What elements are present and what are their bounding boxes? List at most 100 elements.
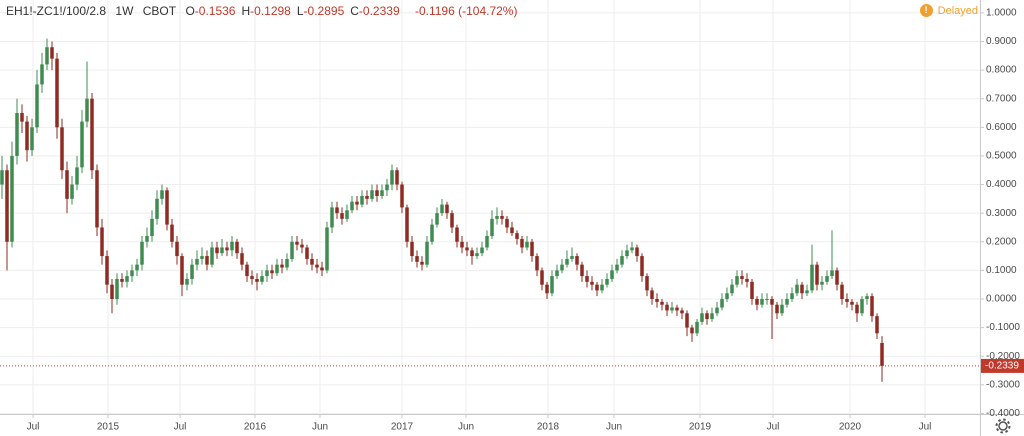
candle-body xyxy=(40,64,44,85)
candle-body xyxy=(330,207,334,228)
candle-body xyxy=(445,204,449,214)
candle-body xyxy=(665,304,669,311)
candle-body xyxy=(770,298,774,305)
candle-body xyxy=(450,213,454,228)
candle-body xyxy=(510,227,514,234)
candle-body xyxy=(175,241,179,257)
candle-body xyxy=(500,216,504,219)
y-tick-label: -0.3000 xyxy=(986,379,1020,390)
y-tick-label: -0.4000 xyxy=(986,408,1020,419)
candle-body xyxy=(760,298,764,305)
candle-body xyxy=(625,250,629,257)
candle-body xyxy=(815,264,819,285)
candle-body xyxy=(480,247,484,254)
candle-body xyxy=(470,250,474,257)
candle-body xyxy=(65,170,69,199)
y-tick-label: 0.1000 xyxy=(986,265,1017,276)
candle-body xyxy=(420,261,424,265)
y-tick-label: 0.7000 xyxy=(986,93,1017,104)
candle-body xyxy=(875,316,879,334)
x-tick-label: 2017 xyxy=(391,422,414,433)
candle-body xyxy=(130,270,134,277)
x-tick-label: Jul xyxy=(27,422,40,433)
candle-body xyxy=(620,256,624,265)
candle-body xyxy=(710,313,714,320)
candle-body xyxy=(370,190,374,199)
delayed-badge[interactable]: ! Delayed xyxy=(919,4,978,17)
candle-body xyxy=(160,190,164,199)
candle-body xyxy=(260,276,264,282)
candle-body xyxy=(505,218,509,228)
candle-body xyxy=(400,184,404,208)
candle-body xyxy=(605,278,609,285)
candle-body xyxy=(700,313,704,322)
candle-body xyxy=(555,270,559,277)
candle-body xyxy=(680,310,684,314)
candle-body xyxy=(380,190,384,196)
candle-body xyxy=(790,293,794,299)
y-tick-label: 0.4000 xyxy=(986,179,1017,190)
candle-body xyxy=(780,304,784,314)
candle-body xyxy=(535,256,539,271)
candle-body xyxy=(15,113,19,156)
candle-body xyxy=(835,270,839,285)
exchange: CBOT xyxy=(142,4,177,18)
candle-body xyxy=(830,270,834,277)
candle-body xyxy=(410,241,414,257)
candle-body xyxy=(155,198,159,219)
x-tick-label: Jun xyxy=(606,422,622,433)
candle-body xyxy=(385,184,389,191)
candle-body xyxy=(565,258,569,265)
candle-body xyxy=(165,190,169,225)
candle-body xyxy=(850,301,854,305)
candle-body xyxy=(150,218,154,237)
candle-body xyxy=(865,296,869,299)
candle-body xyxy=(60,127,64,171)
ohlc-key: H xyxy=(241,4,251,18)
candle-body xyxy=(235,241,239,254)
legend-header: EH1!-ZC1!/100/2.8 1W CBOT O-0.1536 H-0.12… xyxy=(6,4,523,18)
candle-body xyxy=(80,121,84,168)
candle-body xyxy=(365,195,369,199)
candle-body xyxy=(120,278,124,282)
candle-body xyxy=(210,247,214,265)
candle-body xyxy=(360,195,364,205)
candle-body xyxy=(50,47,54,59)
candle-body xyxy=(295,241,299,245)
candle-body xyxy=(745,278,749,282)
settings-icon[interactable] xyxy=(995,418,1011,434)
candle-body xyxy=(205,256,209,265)
candle-body xyxy=(685,313,689,328)
candle-body xyxy=(225,247,229,251)
candle-body xyxy=(705,313,709,320)
candle-body xyxy=(595,284,599,291)
candle-body xyxy=(765,298,769,300)
candle-body xyxy=(100,227,104,257)
candle-body xyxy=(215,247,219,254)
candle-body xyxy=(880,342,884,366)
candle-body xyxy=(375,190,379,196)
candle-body xyxy=(195,258,199,265)
candle-body xyxy=(220,247,224,254)
candle-body xyxy=(30,127,34,151)
candle-body xyxy=(805,290,809,294)
candle-body xyxy=(405,207,409,242)
x-tick-label: 2019 xyxy=(689,422,712,433)
candle-body xyxy=(635,247,639,257)
candle-body xyxy=(0,170,4,185)
candle-body xyxy=(645,276,649,291)
y-tick-label: 1.0000 xyxy=(986,8,1017,19)
candle-body xyxy=(230,241,234,251)
candle-body xyxy=(820,281,824,285)
candle-body xyxy=(395,170,399,185)
candle-body xyxy=(870,296,874,317)
candle-body xyxy=(35,84,39,128)
candle-body xyxy=(90,98,94,171)
candle-body xyxy=(735,276,739,285)
candle-body xyxy=(545,284,549,294)
candle-body xyxy=(660,301,664,305)
x-tick-label: 2016 xyxy=(244,422,267,433)
candle-body xyxy=(280,264,284,268)
symbol: EH1!-ZC1!/100/2.8 xyxy=(6,4,107,18)
